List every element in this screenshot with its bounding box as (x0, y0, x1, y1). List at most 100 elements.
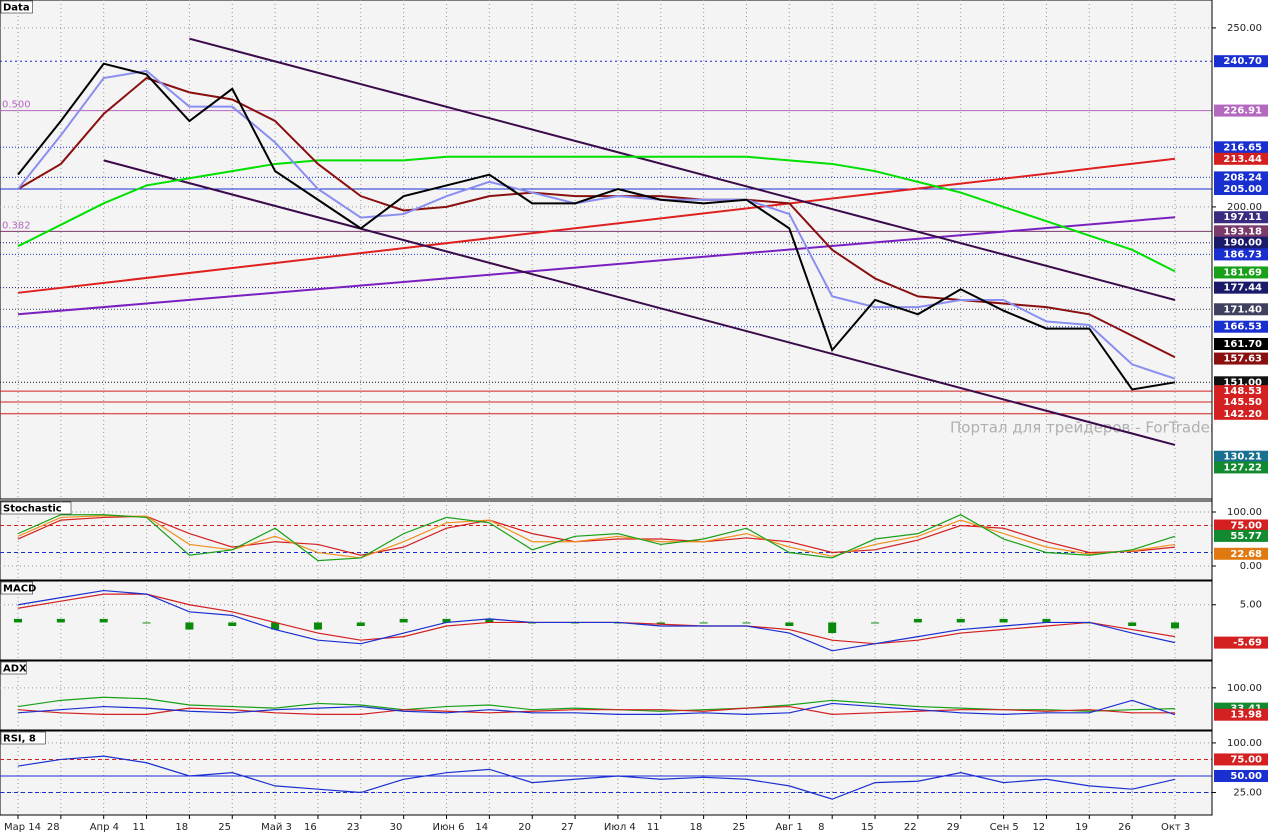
price-tag-label: 151.00 (1223, 377, 1262, 388)
panel-title: ADX (3, 664, 27, 675)
y-tick-label: 25.00 (1233, 788, 1262, 799)
price-tag (1214, 55, 1268, 68)
histogram-bar (1042, 618, 1051, 623)
panel-title-bg (0, 731, 46, 745)
price-tag-label: 226.91 (1223, 106, 1262, 117)
x-tick-label: 8 (818, 822, 824, 833)
price-tag-label: 186.73 (1223, 249, 1262, 260)
panel-title: RSI, 8 (3, 734, 36, 745)
histogram-bar (442, 618, 451, 623)
panel-plot (0, 731, 1212, 815)
histogram-bar (313, 622, 322, 630)
price-tag (1214, 211, 1268, 224)
price-tag-label: 22.68 (1230, 549, 1262, 560)
price-tag-label: 177.44 (1223, 283, 1262, 294)
x-tick-label: 29 (947, 822, 960, 833)
histogram-bar (56, 618, 65, 623)
series-line (17, 696, 1176, 712)
x-tick-label: 22 (904, 822, 917, 833)
x-tick-label: Май 3 (261, 822, 292, 833)
series-line (17, 699, 1176, 716)
histogram-bar (956, 618, 965, 623)
panel-bg (0, 730, 1213, 816)
histogram-bar (271, 622, 280, 630)
price-tag-label: 208.24 (1223, 172, 1262, 183)
y-tick-label: 100.00 (1227, 683, 1262, 694)
price-tag (1214, 152, 1268, 165)
price-tag (1214, 753, 1268, 766)
trend-line (17, 216, 1176, 316)
histogram-bar (742, 622, 751, 624)
price-tag (1214, 352, 1268, 365)
price-tag (1214, 225, 1268, 238)
histogram-bar (99, 618, 108, 623)
price-tag-label: 142.20 (1223, 409, 1262, 420)
price-tag (1214, 266, 1268, 279)
panel-plot: Портал для трейдеров - ForTrader 0.500 0.3… (0, 0, 1212, 499)
price-tag-label: 193.18 (1223, 226, 1262, 237)
price-tag (1214, 395, 1268, 408)
price-tag-label: 190.00 (1223, 238, 1262, 249)
x-tick-label: 27 (561, 822, 574, 833)
trend-line (103, 159, 1176, 446)
x-tick-label: 16 (304, 822, 317, 833)
price-tag-label: 171.40 (1223, 304, 1262, 315)
histogram-bar (485, 618, 494, 623)
x-tick-label: 25 (218, 822, 231, 833)
histogram-bar (999, 618, 1008, 623)
panel-bg (0, 660, 1213, 731)
fib-label: 0.500 (2, 100, 31, 111)
price-tag-label: 55.77 (1230, 531, 1262, 542)
panel-title-bg (0, 581, 33, 595)
histogram-bar (185, 622, 194, 630)
price-tag-label: 205.00 (1223, 184, 1262, 195)
x-tick-label: 18 (690, 822, 703, 833)
x-tick-label: 28 (47, 822, 60, 833)
panel-title: MACD (3, 584, 36, 595)
fib-label: 0.382 (2, 220, 31, 231)
price-tag-label: 213.44 (1223, 154, 1262, 165)
histogram-bar (142, 622, 151, 624)
price-tag (1214, 104, 1268, 117)
series-line (17, 514, 1176, 562)
panel-bg (0, 500, 1213, 581)
price-tag-label: 145.50 (1223, 397, 1262, 408)
price-tag (1214, 461, 1268, 474)
price-tag-label: 75.00 (1230, 754, 1262, 765)
x-tick-label: 20 (518, 822, 531, 833)
price-tag (1214, 248, 1268, 261)
price-tag-label: -5.69 (1233, 638, 1262, 649)
price-tag (1214, 407, 1268, 420)
price-tag (1214, 281, 1268, 294)
price-tag-label: 240.70 (1223, 56, 1262, 67)
price-tag-label: 127.22 (1223, 462, 1262, 473)
panel-title-bg (0, 0, 33, 14)
price-tag-label: 181.69 (1223, 267, 1262, 278)
price-tag-label: 161.70 (1223, 339, 1262, 350)
price-tag (1214, 320, 1268, 333)
price-tag (1214, 547, 1268, 560)
x-tick-label: 12 (1032, 822, 1045, 833)
price-tag (1214, 519, 1268, 532)
trend-line (189, 37, 1176, 301)
histogram-bar (699, 622, 708, 624)
x-tick-label: Июл 4 (604, 822, 636, 833)
price-tag-label: 157.63 (1223, 354, 1262, 365)
x-tick-label: Июн 6 (433, 822, 465, 833)
y-tick-label: 250.00 (1227, 23, 1262, 34)
series-line (17, 705, 1175, 715)
price-tag-label: 166.53 (1223, 322, 1262, 333)
price-tag-label: 50.00 (1230, 771, 1262, 782)
price-tag-label: 75.00 (1230, 521, 1262, 532)
x-tick-label: 25 (732, 822, 745, 833)
x-tick-label: 26 (1118, 822, 1131, 833)
x-tick-label: 18 (175, 822, 188, 833)
price-tag (1214, 236, 1268, 249)
price-tag-label: 148.53 (1223, 386, 1262, 397)
y-tick-label: 100.00 (1227, 738, 1262, 749)
price-tag (1214, 769, 1268, 782)
panel-plot (0, 661, 1212, 730)
panel-title-bg (0, 661, 27, 675)
x-tick-label: Окт 3 (1161, 822, 1190, 833)
